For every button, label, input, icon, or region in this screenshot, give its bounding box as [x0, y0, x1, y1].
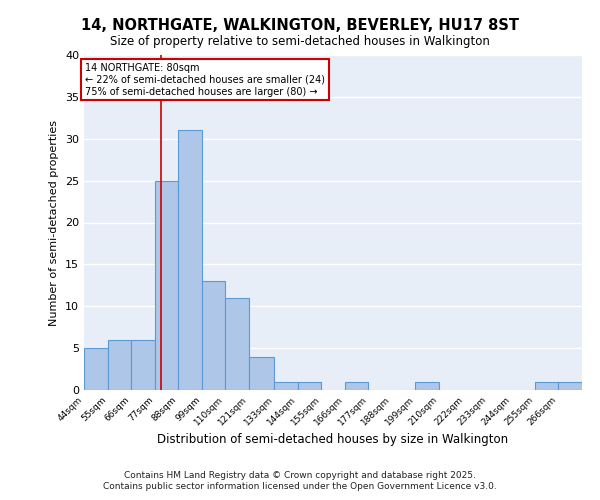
Bar — [248, 356, 274, 390]
X-axis label: Distribution of semi-detached houses by size in Walkington: Distribution of semi-detached houses by … — [157, 432, 509, 446]
Bar — [178, 130, 202, 390]
Bar — [298, 382, 321, 390]
Y-axis label: Number of semi-detached properties: Number of semi-detached properties — [49, 120, 59, 326]
Bar — [131, 340, 155, 390]
Bar — [225, 298, 248, 390]
Bar — [155, 180, 178, 390]
Text: Contains HM Land Registry data © Crown copyright and database right 2025.: Contains HM Land Registry data © Crown c… — [124, 471, 476, 480]
Bar — [84, 348, 107, 390]
Bar — [107, 340, 131, 390]
Bar — [274, 382, 298, 390]
Bar — [415, 382, 439, 390]
Text: Contains public sector information licensed under the Open Government Licence v3: Contains public sector information licen… — [103, 482, 497, 491]
Bar — [345, 382, 368, 390]
Text: 14, NORTHGATE, WALKINGTON, BEVERLEY, HU17 8ST: 14, NORTHGATE, WALKINGTON, BEVERLEY, HU1… — [81, 18, 519, 32]
Bar — [535, 382, 559, 390]
Text: 14 NORTHGATE: 80sqm
← 22% of semi-detached houses are smaller (24)
75% of semi-d: 14 NORTHGATE: 80sqm ← 22% of semi-detach… — [85, 64, 325, 96]
Bar — [202, 281, 225, 390]
Bar — [559, 382, 582, 390]
Text: Size of property relative to semi-detached houses in Walkington: Size of property relative to semi-detach… — [110, 35, 490, 48]
